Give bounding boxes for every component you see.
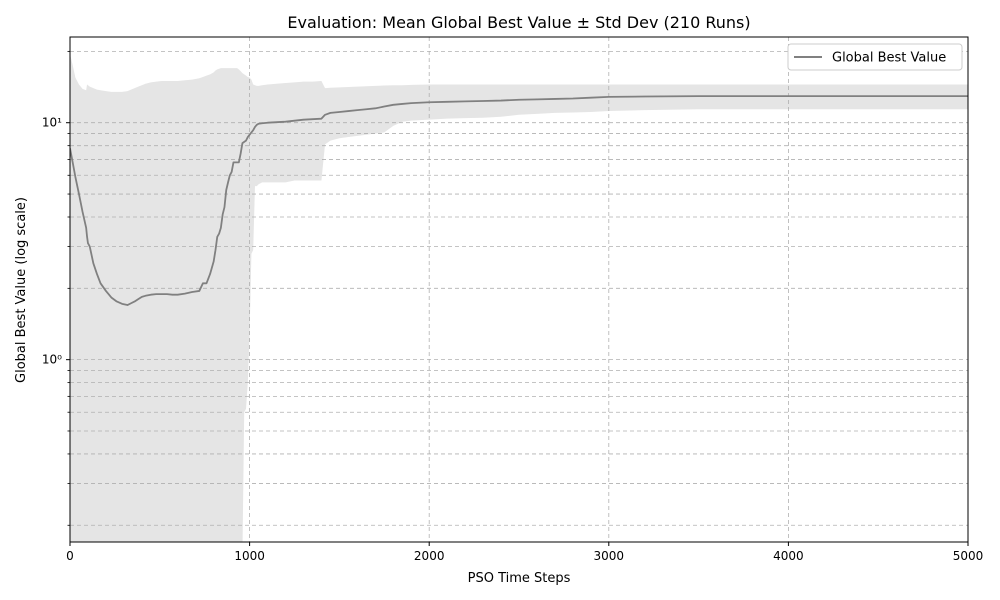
x-axis-label: PSO Time Steps [468,571,571,586]
legend-label: Global Best Value [832,51,946,66]
x-tick-label: 4000 [773,549,804,563]
x-tick-label: 2000 [414,549,445,563]
y-axis-label: Global Best Value (log scale) [14,197,29,383]
series-line-global-best-value [70,95,968,306]
line-layer [70,95,968,306]
y-tick-label: 10⁰ [42,353,62,367]
x-tick-label: 0 [66,549,74,563]
y-tick-label: 10¹ [42,116,62,130]
chart-title: Evaluation: Mean Global Best Value ± Std… [287,13,750,32]
y-axis-ticks: 10⁰ 10¹ [42,50,70,526]
grid-layer [70,37,968,542]
legend: Global Best Value [787,43,963,71]
x-axis-ticks: 0 1000 2000 3000 4000 5000 [66,542,983,563]
x-tick-label: 1000 [234,549,265,563]
x-tick-label: 5000 [953,549,984,563]
legend-box [787,43,963,71]
x-tick-label: 3000 [594,549,625,563]
std-dev-band-layer [70,53,968,542]
plot-frame [69,36,969,543]
std-dev-band [70,53,968,542]
